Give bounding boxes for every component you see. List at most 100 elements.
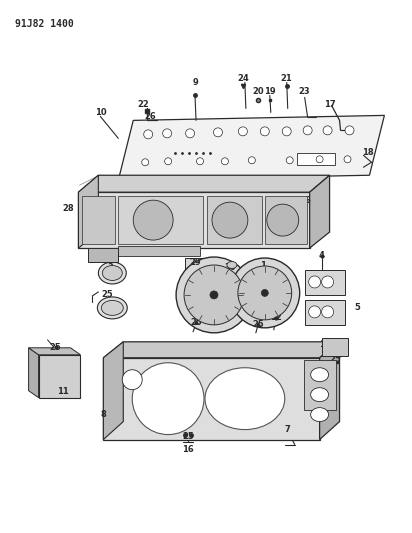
Circle shape xyxy=(221,158,228,165)
Polygon shape xyxy=(118,116,384,180)
Circle shape xyxy=(309,276,321,288)
Text: 12: 12 xyxy=(270,313,282,322)
Polygon shape xyxy=(78,175,330,192)
Circle shape xyxy=(239,127,247,136)
Circle shape xyxy=(238,266,292,320)
Circle shape xyxy=(248,157,255,164)
Circle shape xyxy=(142,159,149,166)
Text: 2: 2 xyxy=(211,265,217,274)
Text: 28: 28 xyxy=(63,204,74,213)
Circle shape xyxy=(212,202,248,238)
Polygon shape xyxy=(118,246,200,256)
Text: 3: 3 xyxy=(108,263,113,272)
Text: 16: 16 xyxy=(182,445,194,454)
Ellipse shape xyxy=(101,301,123,316)
Polygon shape xyxy=(103,342,339,358)
Bar xyxy=(207,196,262,244)
Ellipse shape xyxy=(205,368,285,430)
Text: 23: 23 xyxy=(299,87,311,96)
Circle shape xyxy=(176,257,252,333)
Circle shape xyxy=(197,158,204,165)
Text: 15: 15 xyxy=(105,308,117,317)
Ellipse shape xyxy=(311,408,329,422)
Text: 20: 20 xyxy=(252,87,264,96)
Polygon shape xyxy=(89,248,118,262)
Text: 25: 25 xyxy=(190,318,202,327)
Circle shape xyxy=(322,306,334,318)
Ellipse shape xyxy=(97,297,127,319)
Text: 25: 25 xyxy=(330,356,342,364)
Text: 1: 1 xyxy=(260,261,266,270)
Circle shape xyxy=(230,258,300,328)
Polygon shape xyxy=(28,348,80,355)
Polygon shape xyxy=(320,342,339,440)
Text: 22: 22 xyxy=(137,100,149,109)
Text: 24: 24 xyxy=(237,74,249,83)
Polygon shape xyxy=(78,192,310,248)
Text: 25: 25 xyxy=(252,320,264,329)
Circle shape xyxy=(210,291,218,299)
Circle shape xyxy=(122,370,142,390)
Text: 91J82 1400: 91J82 1400 xyxy=(15,19,73,29)
Text: 6: 6 xyxy=(305,196,311,205)
Circle shape xyxy=(163,129,172,138)
Circle shape xyxy=(133,200,173,240)
Text: 9: 9 xyxy=(192,78,198,87)
Polygon shape xyxy=(39,355,80,398)
Text: 27: 27 xyxy=(182,417,194,426)
Bar xyxy=(118,196,203,244)
Circle shape xyxy=(267,204,299,236)
Text: 21: 21 xyxy=(281,74,293,83)
Ellipse shape xyxy=(311,387,329,402)
Circle shape xyxy=(323,126,332,135)
Circle shape xyxy=(261,289,268,296)
Text: 25: 25 xyxy=(101,290,113,300)
Bar xyxy=(297,154,335,165)
Polygon shape xyxy=(28,348,39,398)
Circle shape xyxy=(144,130,153,139)
Bar xyxy=(265,196,307,244)
Circle shape xyxy=(185,129,194,138)
Polygon shape xyxy=(322,338,347,356)
Circle shape xyxy=(213,128,222,137)
Polygon shape xyxy=(185,258,215,272)
Ellipse shape xyxy=(102,265,122,280)
Polygon shape xyxy=(304,300,344,325)
Circle shape xyxy=(184,265,244,325)
Circle shape xyxy=(344,156,351,163)
Circle shape xyxy=(309,306,321,318)
Polygon shape xyxy=(310,175,330,248)
Text: 7: 7 xyxy=(285,425,290,434)
Text: 17: 17 xyxy=(324,100,335,109)
Text: 10: 10 xyxy=(94,108,106,117)
Circle shape xyxy=(345,126,354,135)
Text: 4: 4 xyxy=(318,251,325,260)
Ellipse shape xyxy=(227,262,237,269)
Text: 25: 25 xyxy=(49,343,61,352)
Text: 29: 29 xyxy=(189,257,201,266)
Polygon shape xyxy=(82,196,115,244)
Text: 18: 18 xyxy=(362,148,373,157)
Circle shape xyxy=(282,127,291,136)
Circle shape xyxy=(303,126,312,135)
Circle shape xyxy=(260,127,269,136)
Text: 5: 5 xyxy=(355,303,360,312)
Circle shape xyxy=(286,157,293,164)
Circle shape xyxy=(322,276,334,288)
Text: 13: 13 xyxy=(319,340,330,349)
Text: 19: 19 xyxy=(264,87,276,96)
Polygon shape xyxy=(103,358,320,440)
Text: 14: 14 xyxy=(82,217,94,227)
Ellipse shape xyxy=(98,262,126,284)
Ellipse shape xyxy=(311,368,329,382)
Text: 26: 26 xyxy=(144,112,156,121)
Bar xyxy=(304,360,335,410)
Text: 30: 30 xyxy=(224,263,236,272)
Polygon shape xyxy=(304,270,344,295)
Text: 25: 25 xyxy=(182,432,194,441)
Circle shape xyxy=(132,363,204,434)
Polygon shape xyxy=(78,175,98,248)
Text: 8: 8 xyxy=(101,410,106,419)
Text: 11: 11 xyxy=(56,387,68,396)
Circle shape xyxy=(316,156,323,163)
